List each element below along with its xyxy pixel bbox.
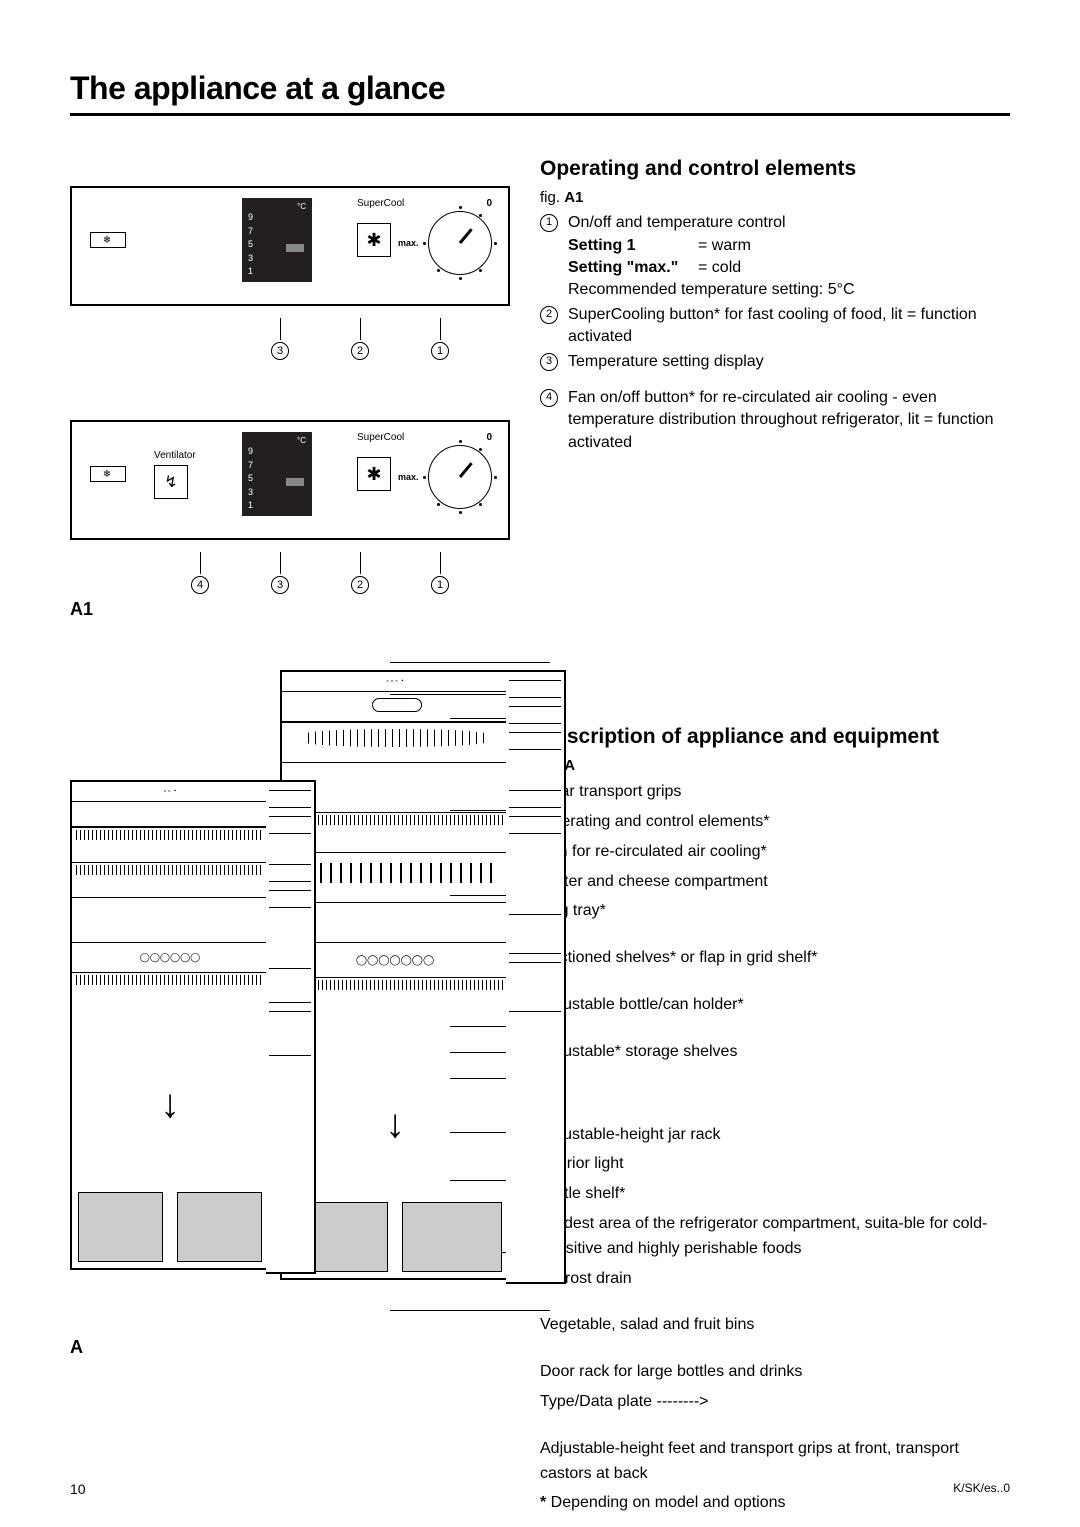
right-column: Operating and control elements fig. A1 1… [540, 156, 1010, 1512]
supercool-group: SuperCool ✱ [357, 198, 404, 257]
list-item: Sectioned shelves* or flap in grid shelf… [540, 946, 1010, 971]
list-item: Vegetable, salad and fruit bins [540, 1313, 1010, 1338]
brand-logo-icon [90, 466, 126, 482]
temp-indicator-bar [286, 244, 304, 252]
callout-4: 4 [191, 576, 209, 594]
list-item: Adjustable bottle/can holder* [540, 993, 1010, 1018]
vegetable-bin [177, 1192, 262, 1262]
fridge-diagram: ▫ ▫ ▫ ◔ ◯◯◯◯◯◯◯ ↓ [70, 670, 510, 1350]
main-columns: °C 9 7 5 3 1 SuperCool ✱ max. 0 [70, 156, 1010, 1512]
fridge-door [266, 780, 316, 1274]
item-content: Temperature setting display [568, 351, 1010, 373]
arrow-down-icon: ↓ [385, 1102, 405, 1147]
fridge-control-bar: ▫ ▫ ▫ ◔ [282, 672, 508, 692]
panel1-callouts: 3 2 1 [70, 318, 510, 360]
callout-1: 1 [431, 342, 449, 360]
supercool-button[interactable]: ✱ [357, 223, 391, 257]
item-content: Fan on/off button* for re-circulated air… [568, 387, 1010, 454]
item-number: 1 [540, 214, 558, 232]
list-item: Butter and cheese compartment [540, 870, 1010, 895]
control-panel-2: Ventilator ↯ °C 9 7 5 3 1 SuperCool ✱ ma… [70, 420, 510, 540]
vegetable-bin [402, 1202, 502, 1272]
temp-display: °C 9 7 5 3 1 [242, 198, 312, 282]
fig-ref-a1: fig. A1 [540, 189, 1010, 206]
brand-logo-icon [90, 232, 126, 248]
page-title: The appliance at a glance [70, 70, 1010, 107]
temperature-dial[interactable] [428, 211, 492, 275]
title-rule [70, 113, 1010, 116]
list-item: 3 Temperature setting display [540, 351, 1010, 373]
fridge-control-bar: ▫ ▫ ◔ [72, 782, 268, 802]
item-number: 3 [540, 353, 558, 371]
fridge-door [506, 670, 566, 1284]
supercool-label: SuperCool [357, 198, 404, 209]
fan-icon: ↯ [164, 472, 177, 492]
equipment-list: Rear transport grips Operating and contro… [540, 780, 1010, 1486]
fridge-small: ▫ ▫ ◔ ◯◯◯◯◯◯ ↓ [70, 780, 270, 1270]
page-number: 10 [70, 1481, 86, 1497]
list-item: Interior light [540, 1152, 1010, 1177]
footnote: * Depending on model and options [540, 1494, 1010, 1512]
arrow-down-icon: ↓ [160, 1082, 180, 1127]
item-content: SuperCooling button* for fast cooling of… [568, 304, 1010, 349]
list-item: Defrost drain [540, 1267, 1010, 1292]
item-content: On/off and temperature controlSetting 1=… [568, 212, 1010, 302]
ventilator-group: Ventilator ↯ [154, 450, 196, 499]
item-number: 2 [540, 306, 558, 324]
left-column: °C 9 7 5 3 1 SuperCool ✱ max. 0 [70, 156, 510, 1512]
list-item: Adjustable-height jar rack [540, 1123, 1010, 1148]
list-item: Fan for re-circulated air cooling* [540, 840, 1010, 865]
list-item: 4 Fan on/off button* for re-circulated ai… [540, 387, 1010, 454]
section2-heading: Description of appliance and equipment [540, 724, 1010, 749]
item-number: 4 [540, 389, 558, 407]
supercool-group: SuperCool ✱ [357, 432, 404, 491]
ventilator-label: Ventilator [154, 450, 196, 461]
section1-heading: Operating and control elements [540, 156, 1010, 181]
list-item: Type/Data plate --------> [540, 1390, 1010, 1415]
snowflake-icon: ✱ [366, 230, 381, 251]
dial-group: 0 [428, 198, 492, 275]
snowflake-icon: ✱ [366, 464, 381, 485]
list-item: Adjustable* storage shelves [540, 1040, 1010, 1065]
list-item: Egg tray* [540, 899, 1010, 924]
callout-2: 2 [351, 576, 369, 594]
list-item: Door rack for large bottles and drinks [540, 1360, 1010, 1385]
control-elements-list: 1 On/off and temperature controlSetting 1… [540, 212, 1010, 454]
panel2-callouts: 4 3 2 1 [70, 552, 510, 594]
list-item: 2 SuperCooling button* for fast cooling o… [540, 304, 1010, 349]
vegetable-bin [78, 1192, 163, 1262]
max-label: max. [398, 238, 419, 248]
callout-1: 1 [431, 576, 449, 594]
fig-ref-a: fig. A [540, 757, 1010, 774]
panel-figure-label: A1 [70, 599, 510, 620]
supercool-button[interactable]: ✱ [357, 457, 391, 491]
list-item: Operating and control elements* [540, 810, 1010, 835]
figure-a-label: A [70, 1337, 83, 1358]
page-footer: 10 K/SK/es..0 [70, 1481, 1010, 1497]
temp-display: °C 9 7 5 3 1 [242, 432, 312, 516]
control-panel-1: °C 9 7 5 3 1 SuperCool ✱ max. 0 [70, 186, 510, 306]
callout-3: 3 [271, 576, 289, 594]
list-item: Coldest area of the refrigerator compart… [540, 1212, 1010, 1262]
ventilator-button[interactable]: ↯ [154, 465, 188, 499]
doc-ref: K/SK/es..0 [953, 1481, 1010, 1497]
list-item: 1 On/off and temperature controlSetting 1… [540, 212, 1010, 302]
list-item: Bottle shelf* [540, 1182, 1010, 1207]
callout-2: 2 [351, 342, 369, 360]
list-item: Adjustable-height feet and transport gri… [540, 1437, 1010, 1487]
callout-3: 3 [271, 342, 289, 360]
list-item: Rear transport grips [540, 780, 1010, 805]
temp-unit: °C [248, 202, 306, 211]
temperature-dial[interactable] [428, 445, 492, 509]
